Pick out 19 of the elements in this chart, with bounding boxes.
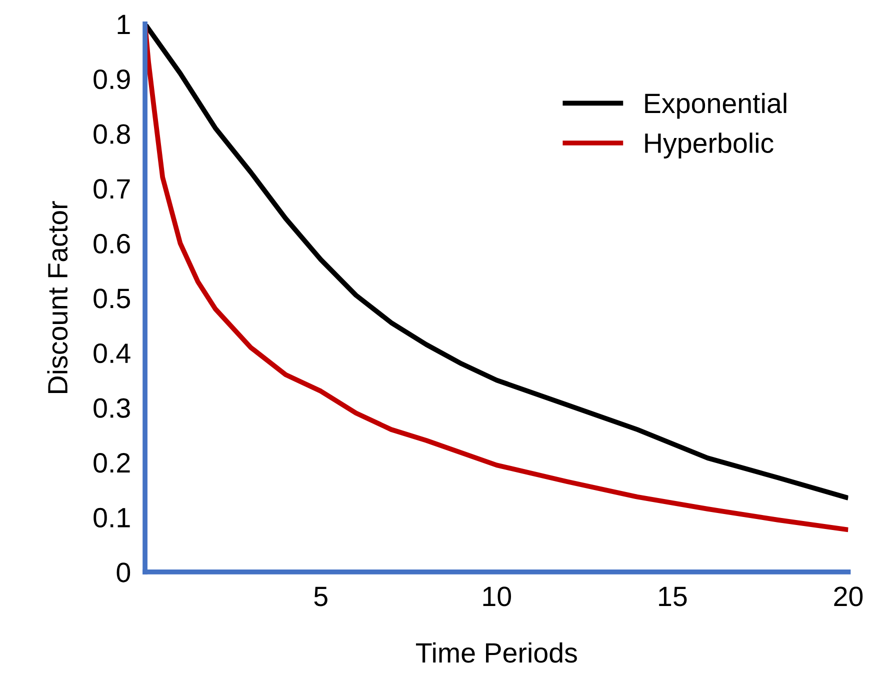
y-tick-label: 0.4: [94, 343, 130, 364]
x-tick-label: 20: [834, 586, 863, 606]
x-axis-title: Time Periods: [416, 642, 577, 663]
x-tick-label: 5: [314, 586, 328, 606]
y-tick-label: 0.2: [94, 453, 130, 473]
x-tick-label: 10: [483, 586, 511, 606]
x-tick-label: 15: [659, 586, 687, 606]
y-tick-label: 1: [118, 14, 130, 34]
legend-label: Hyperbolic: [645, 132, 774, 158]
y-tick-label: 0.9: [94, 69, 130, 90]
y-tick-label: 0.8: [94, 124, 130, 144]
legend-label: Exponential: [645, 92, 786, 119]
y-axis-title: Discount Factor: [47, 201, 68, 393]
y-tick-label: 0: [116, 562, 130, 582]
y-tick-label: 0.5: [94, 288, 130, 308]
y-tick-label: 0.6: [94, 234, 130, 254]
y-tick-label: 0.1: [94, 508, 130, 528]
y-tick-label: 0.7: [94, 179, 130, 199]
y-tick-label: 0.3: [94, 398, 130, 418]
